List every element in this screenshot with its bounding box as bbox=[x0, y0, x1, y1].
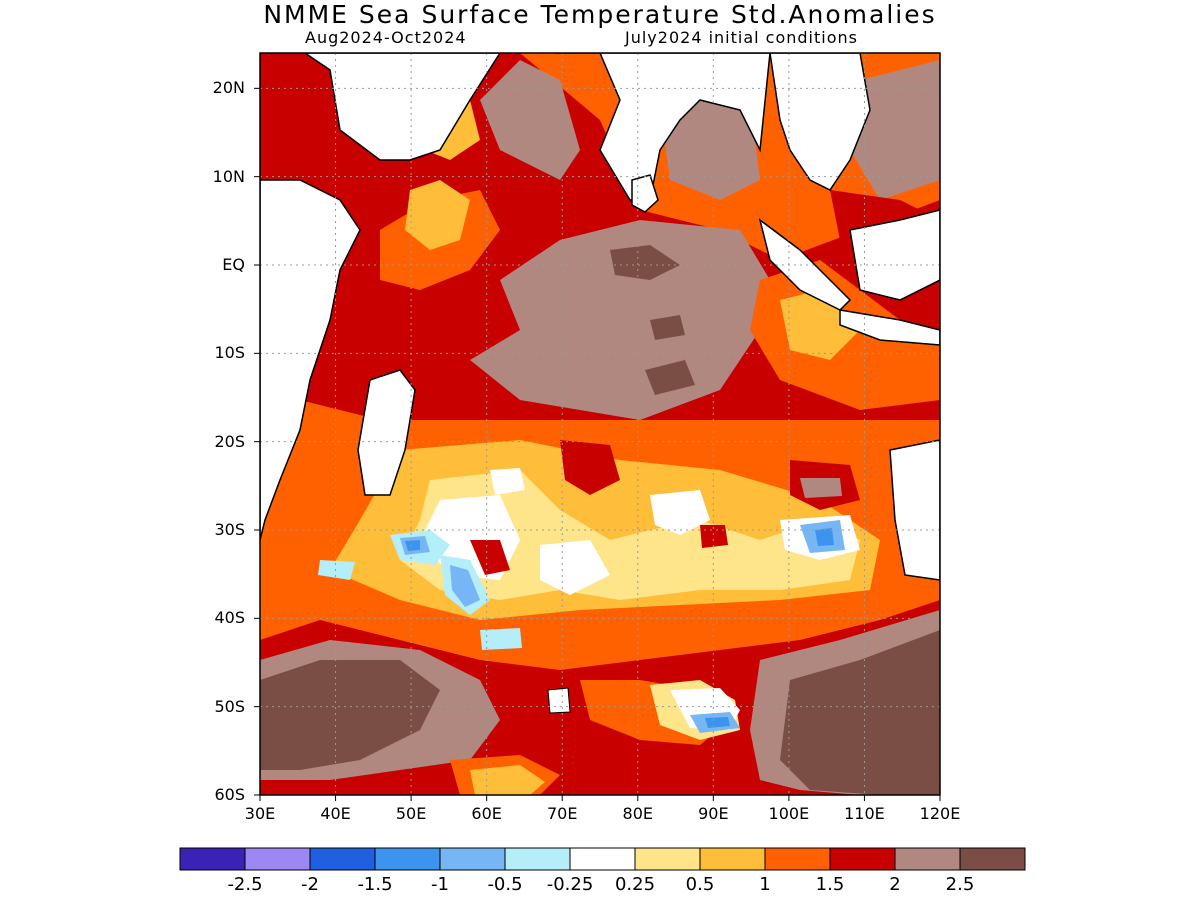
southern-dark-east bbox=[780, 630, 940, 795]
initial-conditions: July2024 initial conditions bbox=[625, 28, 858, 47]
colorbar-label: 2.5 bbox=[945, 874, 975, 895]
lon-tick-label: 60E bbox=[471, 804, 502, 823]
colorbar-swatch bbox=[699, 847, 766, 871]
lat-tick-label: 60S bbox=[214, 785, 245, 804]
west-yellow bbox=[405, 180, 470, 250]
lon-tick-label: 70E bbox=[546, 804, 578, 823]
lon-tick-label: 120E bbox=[919, 804, 961, 823]
colorbar-label: -0.25 bbox=[546, 874, 594, 895]
southern-blue-strong bbox=[705, 717, 730, 728]
anomaly-field bbox=[260, 53, 940, 795]
lat-tick-label: 20S bbox=[214, 431, 245, 451]
white-patch-2 bbox=[540, 540, 610, 595]
map-title: NMME Sea Surface Temperature Std.Anomali… bbox=[263, 0, 937, 29]
sri-lanka-land bbox=[631, 174, 659, 213]
lat-tick-label: 40S bbox=[214, 608, 245, 628]
lon-tick-label: 40E bbox=[320, 804, 351, 823]
colorbar-swatch bbox=[374, 847, 441, 871]
sumatra-land bbox=[758, 218, 852, 311]
lat-tick-label: 50S bbox=[214, 696, 245, 716]
bottom-yellow bbox=[470, 765, 545, 795]
lon-tick-label: 30E bbox=[244, 804, 276, 823]
arabia-africa-horn-land bbox=[260, 53, 501, 161]
colorbar-swatch bbox=[764, 847, 831, 871]
white-patch-3 bbox=[650, 490, 710, 535]
colorbar bbox=[179, 847, 1026, 871]
equatorial-brown bbox=[470, 220, 770, 420]
sub-red-1 bbox=[560, 440, 620, 495]
colorbar-label: -1 bbox=[431, 874, 449, 895]
lon-tick-label: 110E bbox=[844, 804, 885, 823]
india-land bbox=[555, 53, 771, 201]
lat-tick-label: 20N bbox=[212, 78, 245, 98]
colorbar-swatch bbox=[439, 847, 506, 871]
colorbar-swatch bbox=[829, 847, 896, 871]
australia-land bbox=[889, 439, 940, 581]
white-patch-5 bbox=[490, 468, 525, 495]
sea-brown bbox=[850, 60, 940, 200]
lon-tick-label: 100E bbox=[768, 804, 810, 823]
neg-mid-2 bbox=[450, 565, 480, 607]
equatorial-dark-3 bbox=[645, 360, 695, 395]
africa-land bbox=[260, 179, 361, 541]
sub-red-3 bbox=[470, 540, 510, 575]
lon-tick-label: 80E bbox=[622, 804, 653, 823]
myanmar-land bbox=[769, 53, 871, 191]
colorbar-label: -0.5 bbox=[487, 874, 523, 895]
subtropical-lightyellow bbox=[400, 470, 860, 600]
lon-tick-label: 90E bbox=[698, 804, 729, 823]
colorbar-label: 1.5 bbox=[815, 874, 845, 895]
colorbar-swatch bbox=[634, 847, 701, 871]
lat-tick-label: EQ bbox=[222, 255, 245, 274]
colorbar-label: 0.5 bbox=[685, 874, 715, 895]
madagascar-land bbox=[357, 369, 416, 496]
lon-tick-label: 50E bbox=[395, 804, 427, 823]
neg-strong-3 bbox=[815, 528, 834, 546]
colorbar-label: -2.5 bbox=[227, 874, 263, 895]
colorbar-swatch bbox=[894, 847, 961, 871]
colorbar-label: 0.25 bbox=[614, 874, 656, 895]
lat-tick-label: 10S bbox=[214, 343, 245, 363]
equatorial-dark-2 bbox=[650, 315, 685, 340]
neg-light-5 bbox=[480, 628, 522, 650]
colorbar-label: -2 bbox=[301, 874, 319, 895]
sub-brown-2 bbox=[800, 478, 842, 498]
java-land bbox=[839, 309, 940, 346]
colorbar-label: 2 bbox=[889, 874, 901, 895]
sub-red-4 bbox=[700, 525, 728, 548]
lat-tick-label: 30S bbox=[214, 520, 245, 539]
colorbar-swatch bbox=[504, 847, 571, 871]
southern-dark-west bbox=[260, 660, 440, 770]
colorbar-swatch bbox=[244, 847, 311, 871]
colorbar-label: -1.5 bbox=[357, 874, 393, 895]
neg-strong-1 bbox=[405, 540, 420, 551]
map-frame bbox=[259, 52, 941, 796]
colorbar-swatch bbox=[179, 847, 246, 871]
colorbar-swatch bbox=[569, 847, 636, 871]
lat-tick-label: 10N bbox=[212, 166, 245, 186]
arabian-brown bbox=[480, 60, 580, 180]
equatorial-dark bbox=[610, 245, 680, 280]
east-yellow bbox=[780, 290, 860, 360]
kerguelen-land bbox=[547, 687, 571, 714]
colorbar-label: 1 bbox=[759, 874, 771, 895]
axis-ticks bbox=[254, 87, 941, 801]
colorbar-swatch bbox=[309, 847, 376, 871]
forecast-period: Aug2024-Oct2024 bbox=[305, 28, 467, 47]
borneo-land bbox=[849, 209, 940, 301]
colorbar-swatch bbox=[959, 847, 1026, 871]
neg-light-4 bbox=[318, 560, 355, 580]
